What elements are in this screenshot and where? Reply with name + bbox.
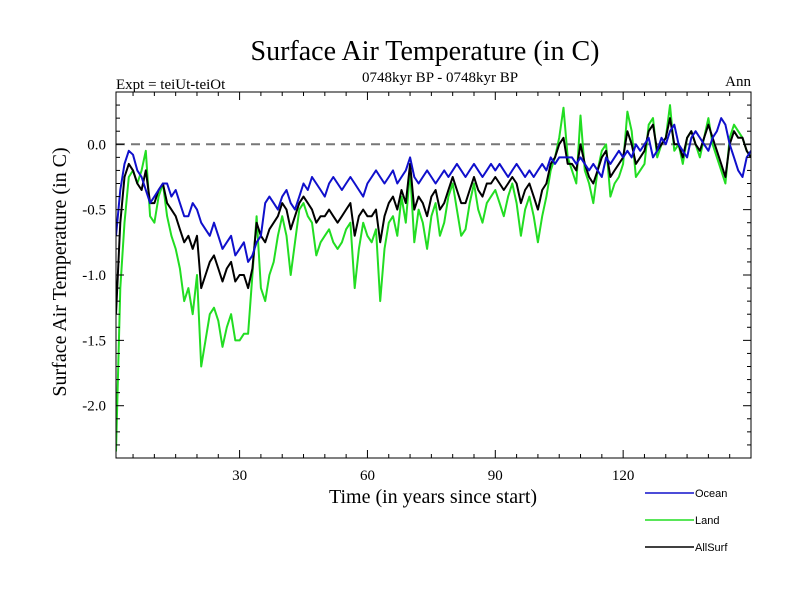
x-tick-label: 60 bbox=[360, 468, 375, 484]
y-tick-label: -2.0 bbox=[82, 399, 106, 415]
y-tick-label: -0.5 bbox=[82, 203, 106, 219]
x-tick-label: 30 bbox=[232, 468, 247, 484]
series-line-land bbox=[116, 104, 751, 452]
legend-label-land: Land bbox=[695, 515, 719, 527]
y-tick-label: -1.0 bbox=[82, 268, 106, 284]
y-tick-label: 0.0 bbox=[87, 137, 106, 153]
period-label: 0748kyr BP - 0748kyr BP bbox=[362, 70, 518, 86]
y-axis-label: Surface Air Temperature (in C) bbox=[49, 147, 71, 396]
legend-label-allsurf: AllSurf bbox=[695, 542, 728, 554]
series-line-ocean bbox=[116, 117, 751, 263]
x-axis-label: Time (in years since start) bbox=[329, 486, 537, 508]
legend-label-ocean: Ocean bbox=[695, 488, 727, 500]
season-label: Ann bbox=[725, 74, 751, 90]
y-tick-label: -1.5 bbox=[82, 333, 106, 349]
x-tick-label: 90 bbox=[488, 468, 503, 484]
experiment-label: Expt = teiUt-teiOt bbox=[116, 77, 226, 93]
series-line-allsurf bbox=[116, 117, 751, 315]
legend: Ocean Land AllSurf bbox=[645, 488, 728, 554]
plot-area: 30 60 90 120 0.0 -0.5 -1.0 -1.5 -2.0 bbox=[82, 91, 752, 484]
chart-title: Surface Air Temperature (in C) bbox=[251, 36, 600, 67]
x-tick-label: 120 bbox=[612, 468, 635, 484]
